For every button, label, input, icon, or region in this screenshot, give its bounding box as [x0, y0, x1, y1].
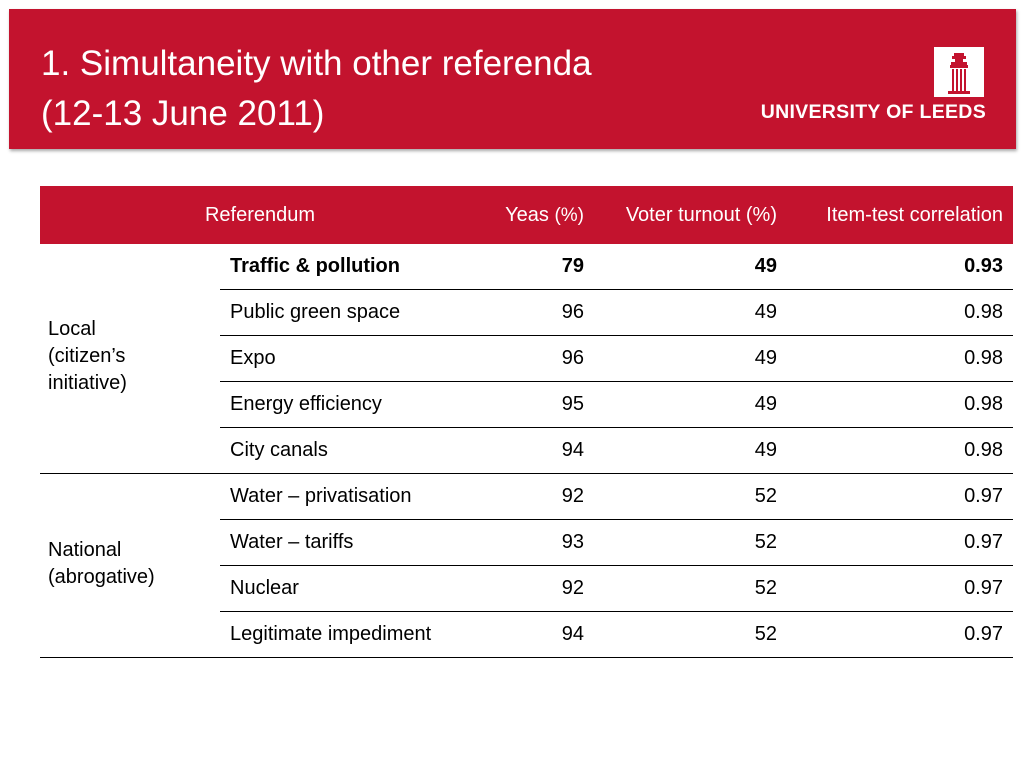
table-row: Public green space 96 49 0.98	[220, 290, 1013, 336]
correlation-value: 0.98	[964, 301, 1003, 323]
correlation-value: 0.97	[964, 531, 1003, 553]
group-label: Local (citizen’s initiative)	[48, 316, 127, 397]
university-logo-text: UNIVERSITY OF LEEDS	[760, 101, 986, 123]
correlation-value: 0.98	[964, 347, 1003, 369]
correlation-value: 0.97	[964, 623, 1003, 645]
university-tower-icon	[934, 47, 984, 97]
slide-title: 1. Simultaneity with other referenda (12…	[41, 39, 592, 139]
yeas-value: 92	[561, 577, 584, 599]
slide-title-line-2: (12-13 June 2011)	[41, 94, 325, 133]
turnout-value: 49	[754, 347, 777, 369]
table-header: Referendum Yeas (%) Voter turnout (%) It…	[40, 186, 1013, 244]
yeas-value: 93	[561, 531, 584, 553]
correlation-value: 0.93	[964, 255, 1003, 277]
referendum-name: Legitimate impediment	[230, 623, 432, 645]
table-row: Water – privatisation 92 52 0.97	[220, 474, 1013, 520]
table-row: Water – tariffs 93 52 0.97	[220, 520, 1013, 566]
table-group: National (abrogative) Water – privatisatio…	[40, 474, 1013, 658]
yeas-value: 92	[561, 485, 584, 507]
turnout-value: 52	[754, 577, 777, 599]
referendum-name: City canals	[230, 439, 328, 461]
table-row: City canals 94 49 0.98	[220, 428, 1013, 473]
header-item-test-correlation: Item-test correlation	[826, 204, 1003, 226]
referendum-name: Water – privatisation	[230, 485, 412, 507]
referendum-name: Public green space	[230, 301, 401, 323]
group-label: National (abrogative)	[48, 537, 155, 591]
header-yeas-unit: (%)	[554, 205, 584, 226]
slide-title-line-1: 1. Simultaneity with other referenda	[41, 44, 592, 83]
group-label-line: National	[48, 539, 122, 561]
correlation-value: 0.98	[964, 439, 1003, 461]
group-label-line: (citizen’s	[48, 345, 126, 367]
correlation-value: 0.97	[964, 577, 1003, 599]
table-row: Expo 96 49 0.98	[220, 336, 1013, 382]
table-group: Local (citizen’s initiative) Traffic & poll…	[40, 244, 1013, 474]
header-voter-turnout: Voter turnout (%)	[625, 204, 777, 226]
turnout-value: 52	[754, 531, 777, 553]
referendum-name: Energy efficiency	[230, 393, 382, 415]
group-label-line: Local	[48, 318, 96, 340]
yeas-value: 95	[561, 393, 584, 415]
turnout-value: 49	[754, 393, 777, 415]
header-referendum: Referendum	[204, 204, 316, 226]
header-yeas: Yeas (%)	[480, 186, 584, 244]
referendum-name: Nuclear	[230, 577, 299, 599]
referendum-name: Expo	[230, 347, 276, 369]
turnout-value: 49	[754, 255, 777, 277]
table-body: Local (citizen’s initiative) Traffic & poll…	[40, 244, 1013, 658]
header-band: 1. Simultaneity with other referenda (12…	[9, 9, 1016, 149]
table-row: Nuclear 92 52 0.97	[220, 566, 1013, 612]
referendum-name: Water – tariffs	[230, 531, 354, 553]
correlation-value: 0.97	[964, 485, 1003, 507]
yeas-value: 94	[561, 623, 584, 645]
turnout-value: 49	[754, 301, 777, 323]
referenda-table: Referendum Yeas (%) Voter turnout (%) It…	[40, 186, 1013, 658]
turnout-value: 49	[754, 439, 777, 461]
correlation-value: 0.98	[964, 393, 1003, 415]
yeas-value: 96	[561, 301, 584, 323]
yeas-value: 96	[561, 347, 584, 369]
group-label-line: (abrogative)	[48, 566, 155, 588]
turnout-value: 52	[754, 623, 777, 645]
yeas-value: 79	[561, 255, 584, 277]
table-row: Traffic & pollution 79 49 0.93	[220, 244, 1013, 290]
turnout-value: 52	[754, 485, 777, 507]
yeas-value: 94	[561, 439, 584, 461]
referendum-name: Traffic & pollution	[230, 255, 400, 277]
table-row: Energy efficiency 95 49 0.98	[220, 382, 1013, 428]
header-yeas-label: Yeas	[505, 204, 549, 226]
table-row: Legitimate impediment 94 52 0.97	[220, 612, 1013, 657]
group-label-line: initiative)	[48, 372, 127, 394]
